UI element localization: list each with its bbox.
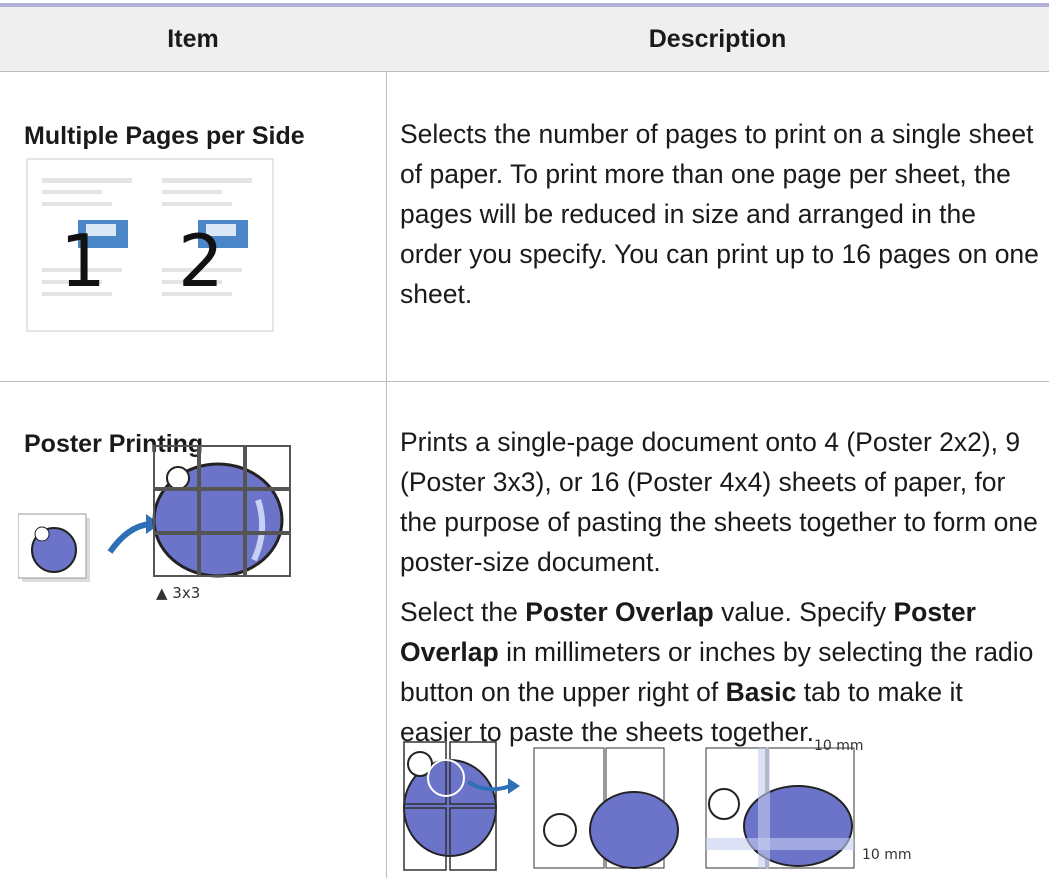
row-divider xyxy=(0,381,1049,382)
overlap-label: 10 mm xyxy=(862,847,912,863)
item-name: Poster Printing xyxy=(24,430,204,458)
page-number: 1 xyxy=(60,219,106,303)
column-divider xyxy=(386,72,387,878)
table-header: Item Description xyxy=(0,7,1049,72)
text: Prints a single-page document onto 4 (Po… xyxy=(400,427,1038,577)
text: Select the xyxy=(400,597,526,627)
bold-text: Basic xyxy=(725,677,797,707)
text: Selects the number of pages to print on … xyxy=(400,119,1039,309)
overlap-label: 10 mm xyxy=(814,738,864,754)
paragraph: Prints a single-page document onto 4 (Po… xyxy=(400,422,1040,582)
description: Prints a single-page document onto 4 (Po… xyxy=(400,422,1040,762)
bold-text: Poster Overlap xyxy=(400,597,976,667)
poster-image: ▲ 3x3 xyxy=(18,445,291,602)
header-cell: Description xyxy=(648,25,787,53)
text: value. Specify xyxy=(713,597,894,627)
paragraph: Selects the number of pages to print on … xyxy=(400,114,1040,314)
overlap-image: 10 mm 10 mm xyxy=(403,738,912,871)
bold-text: Poster Overlap xyxy=(525,597,714,627)
header-cell: Item xyxy=(167,25,219,53)
text: in millimeters or inches by selecting th… xyxy=(400,637,1034,707)
page-number: 2 xyxy=(178,219,224,303)
item-name: Multiple Pages per Side xyxy=(24,122,305,150)
paragraph: Select the Poster Overlap value. Specify… xyxy=(400,592,1040,752)
top-rule xyxy=(0,3,1049,7)
image-caption: ▲ 3x3 xyxy=(156,584,200,602)
description: Selects the number of pages to print on … xyxy=(400,114,1040,324)
pages-per-side-image: 1 2 xyxy=(26,158,274,332)
